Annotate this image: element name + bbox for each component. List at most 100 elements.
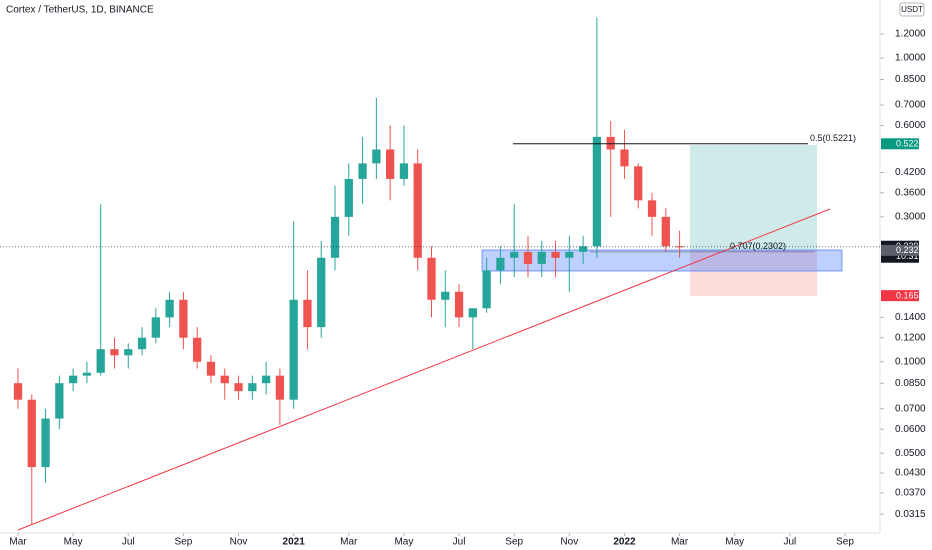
candle-body <box>620 149 629 167</box>
candle-body <box>220 375 229 384</box>
candle-body <box>234 383 243 392</box>
x-tick-label: Jul <box>453 537 466 548</box>
candle-body <box>578 246 588 252</box>
chart-title: Cortex / TetherUS, 1D, BINANCE <box>6 5 154 16</box>
candle-body <box>303 299 312 328</box>
candle-body <box>661 216 670 247</box>
candle-body <box>179 299 188 338</box>
candle-body <box>193 337 202 362</box>
candle-body <box>358 163 367 179</box>
y-tick-label: 0.0500 <box>895 448 926 459</box>
y-tick-label: 0.3000 <box>895 211 926 222</box>
candle-body <box>261 375 271 384</box>
y-tick-label: 0.0370 <box>895 488 926 499</box>
candle-body <box>110 349 119 356</box>
candle-body <box>330 216 340 258</box>
drawings <box>17 145 843 531</box>
x-tick-label: 2022 <box>613 537 636 548</box>
candle-body <box>386 149 395 179</box>
y-tick-label: 0.0600 <box>895 424 926 435</box>
y-tick-label: 0.6000 <box>895 120 926 131</box>
price-label: 0.5220 <box>896 139 924 149</box>
y-tick-label: 0.8500 <box>895 74 926 85</box>
y-tick-label: 0.1000 <box>895 356 926 367</box>
candle-body <box>372 149 381 164</box>
countdown: 10:31:52 <box>896 251 931 261</box>
stop-zone <box>690 250 817 296</box>
candle-body <box>523 251 533 264</box>
y-tick-label: 0.0700 <box>895 403 926 414</box>
fib-label: 0.707(0.2302) <box>730 241 786 251</box>
candle-body <box>634 166 643 201</box>
candle-body <box>82 372 92 376</box>
candle-body <box>317 257 326 328</box>
candle-body <box>454 291 464 318</box>
candle-body <box>206 361 216 376</box>
price-label-box <box>881 290 919 302</box>
y-tick-label: 0.4200 <box>895 167 926 178</box>
candle-body <box>55 383 64 419</box>
candle-body <box>27 399 36 468</box>
x-tick-label: Mar <box>671 537 689 548</box>
currency[interactable]: USDT <box>901 5 923 14</box>
trend-line <box>17 208 831 531</box>
x-tick-label: Sep <box>836 537 854 548</box>
candle-body <box>592 136 602 247</box>
fib-label: 0.5(0.5221) <box>810 133 856 143</box>
price-label: 0.1651 <box>896 291 924 301</box>
price-label-box <box>881 138 919 150</box>
candle-body <box>468 308 477 318</box>
candle-body <box>13 383 23 400</box>
candle-body <box>565 251 574 258</box>
support-box <box>481 249 843 272</box>
y-tick-label: 0.1400 <box>895 312 926 323</box>
candle-body <box>427 257 436 300</box>
candle-body <box>510 251 519 258</box>
x-tick-label: Jul <box>122 537 135 548</box>
x-tick-label: May <box>64 537 83 548</box>
candle-body <box>482 270 491 309</box>
y-tick-label: 0.7000 <box>895 100 926 111</box>
y-tick-label: 1.2000 <box>895 29 926 40</box>
x-tick-label: Sep <box>505 537 523 548</box>
price-label: 0.2327 <box>896 245 924 255</box>
x-tick-label: Mar <box>9 537 27 548</box>
x-tick-label: Mar <box>340 537 358 548</box>
candle-body <box>165 299 174 318</box>
x-tick-label: Nov <box>560 537 578 548</box>
y-tick-label: 0.1200 <box>895 332 926 343</box>
y-tick-label: 1.0000 <box>895 53 926 64</box>
candle-body <box>606 136 615 150</box>
candle-body <box>496 257 505 271</box>
candle-body <box>441 291 450 300</box>
x-tick-label: Nov <box>230 537 248 548</box>
y-tick-label: 0.3600 <box>895 187 926 198</box>
candle-body <box>289 299 298 400</box>
candle-body <box>675 246 684 248</box>
y-tick-label: 0.0315 <box>895 509 926 520</box>
price-label-box <box>881 244 919 256</box>
candle-body <box>647 200 657 217</box>
x-tick-label: May <box>725 537 744 548</box>
target-zone <box>690 145 817 250</box>
candle-body <box>344 178 353 217</box>
candle-body <box>96 349 105 373</box>
candle-body <box>551 251 560 258</box>
candle-body <box>151 317 160 338</box>
candle-body <box>41 418 50 468</box>
y-tick-label: 0.0850 <box>895 378 926 389</box>
candle-body <box>124 349 133 356</box>
x-tick-label: Sep <box>175 537 193 548</box>
candle-body <box>413 163 422 258</box>
candle-body <box>137 337 147 350</box>
y-tick-label: 0.0430 <box>895 468 926 479</box>
candle-body <box>248 383 257 392</box>
currency-box[interactable] <box>899 2 925 17</box>
x-tick-label: 2021 <box>283 537 306 548</box>
x-tick-label: May <box>394 537 413 548</box>
candle-body <box>68 375 78 384</box>
x-tick-label: Jul <box>783 537 796 548</box>
candle-body <box>537 251 546 264</box>
candle-body <box>399 163 409 179</box>
